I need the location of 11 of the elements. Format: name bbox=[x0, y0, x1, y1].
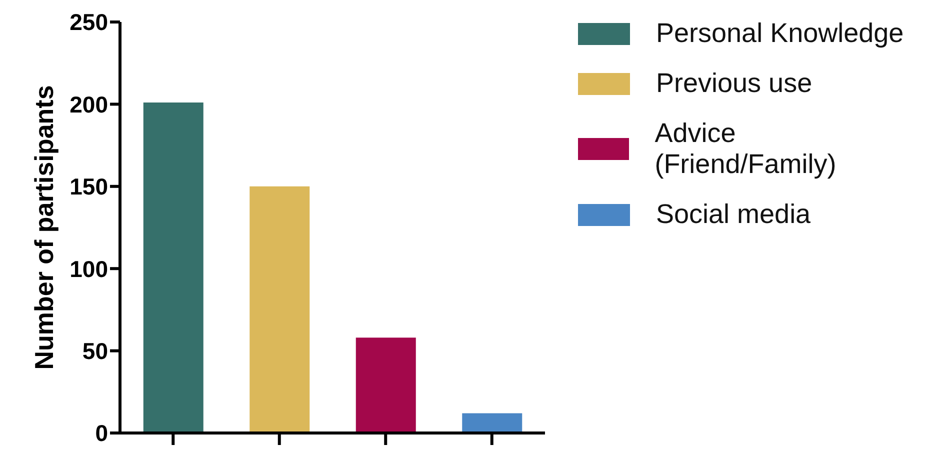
y-tick-label: 250 bbox=[70, 9, 108, 36]
legend-label: Advice (Friend/Family) bbox=[654, 118, 838, 180]
y-axis-title: Number of partisipants bbox=[29, 85, 60, 370]
y-tick-label: 0 bbox=[95, 420, 108, 446]
y-tick-label: 50 bbox=[82, 338, 108, 364]
y-tick-label: 200 bbox=[70, 91, 108, 118]
y-tick-label: 150 bbox=[70, 174, 108, 200]
y-tick-label: 100 bbox=[70, 256, 108, 282]
legend-label: Previous use bbox=[656, 68, 812, 99]
legend-label: Social media bbox=[656, 199, 811, 230]
legend-label: Personal Knowledge bbox=[656, 18, 904, 49]
